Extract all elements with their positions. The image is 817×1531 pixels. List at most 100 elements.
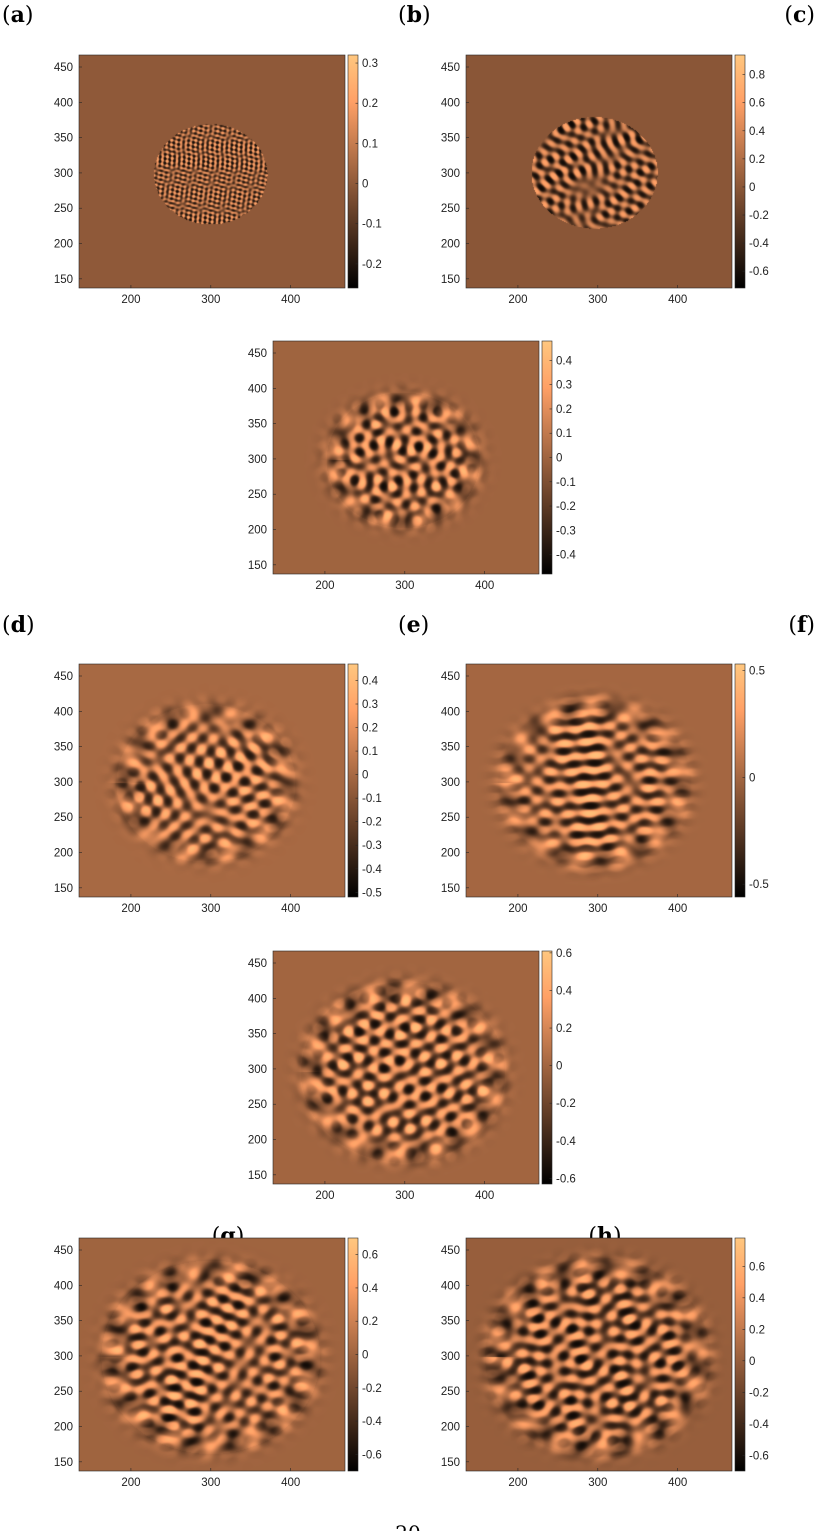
colorbar-tick-label: 0.3: [362, 699, 378, 711]
y-tick-label: 350: [248, 1029, 267, 1041]
panel-label: (b): [398, 2, 431, 28]
colorbar: [347, 663, 359, 898]
y-tick-label: 400: [248, 383, 267, 395]
colorbar-tick-label: -0.4: [362, 864, 382, 876]
colorbar-tick-label: -0.4: [749, 1419, 769, 1431]
panel-label: (d): [2, 612, 35, 638]
y-tick-label: 150: [248, 560, 267, 572]
colorbar-tick-label: 0: [749, 1356, 755, 1368]
colorbar-tick-label: 0.4: [556, 985, 573, 997]
x-tick-label: 200: [121, 903, 140, 915]
colorbar: [734, 54, 746, 289]
x-tick-label: 400: [475, 580, 494, 592]
colorbar-tick-label: 0.1: [362, 138, 378, 150]
x-tick-label: 200: [508, 294, 527, 306]
y-tick-label: 150: [54, 883, 73, 895]
y-tick-label: 300: [441, 777, 460, 789]
y-tick-label: 250: [54, 203, 73, 215]
plot-frame: [465, 54, 733, 289]
colorbar-tick-label: -0.2: [362, 1383, 382, 1395]
heatmap-image: [273, 341, 539, 574]
x-tick-label: 200: [508, 903, 527, 915]
y-tick-label: 250: [248, 1099, 267, 1111]
x-tick-label: 200: [121, 1477, 140, 1489]
colorbar-tick-label: -0.1: [362, 793, 382, 805]
y-tick-label: 400: [441, 97, 460, 109]
x-tick-label: 200: [508, 1477, 527, 1489]
colorbar-tick-label: 0.8: [749, 70, 765, 82]
colorbar-tick-label: 0.1: [362, 746, 378, 758]
colorbar-tick-label: 0.2: [749, 154, 765, 166]
panel-label: (a): [2, 2, 33, 28]
x-tick-label: 400: [475, 1190, 494, 1202]
colorbar: [541, 950, 553, 1185]
colorbar-tick-label: -0.3: [362, 840, 382, 852]
x-tick-label: 300: [395, 580, 414, 592]
y-tick-label: 250: [441, 812, 460, 824]
y-tick-label: 300: [248, 1064, 267, 1076]
plot-frame: [78, 663, 346, 898]
x-tick-label: 400: [281, 903, 300, 915]
y-tick-label: 450: [248, 958, 267, 970]
colorbar-tick-label: 0.2: [362, 723, 378, 735]
colorbar-tick-label: 0: [362, 770, 368, 782]
colorbar-tick-label: 0.2: [556, 1023, 572, 1035]
y-tick-label: 250: [54, 1386, 73, 1398]
colorbar-tick-label: -0.4: [556, 550, 576, 562]
colorbar-tick-label: -0.6: [749, 266, 769, 278]
x-tick-label: 400: [281, 294, 300, 306]
heatmap-image: [79, 664, 345, 897]
y-tick-label: 250: [441, 1386, 460, 1398]
x-tick-label: 400: [668, 1477, 687, 1489]
colorbar-tick-label: -0.5: [749, 879, 769, 891]
colorbar-tick-label: 0: [749, 772, 755, 784]
y-tick-label: 200: [441, 848, 460, 860]
colorbar-tick-label: 0.6: [749, 98, 765, 110]
colorbar-tick-label: -0.6: [556, 1173, 576, 1185]
panel-d: (d) 200 300 400 150 200 250 300 350 400 450 -0.5 -0.…: [2, 612, 382, 915]
y-tick-label: 250: [441, 203, 460, 215]
colorbar-tick-label: 0: [362, 179, 368, 191]
y-tick-label: 450: [54, 671, 73, 683]
panel-label: (e): [398, 612, 429, 638]
y-tick-label: 300: [54, 1351, 73, 1363]
heatmap-image: [466, 55, 732, 288]
y-tick-label: 450: [441, 671, 460, 683]
colorbar-tick-label: -0.2: [556, 1098, 576, 1110]
colorbar-tick-label: -0.4: [749, 238, 769, 250]
y-tick-label: 400: [54, 97, 73, 109]
y-tick-label: 150: [441, 883, 460, 895]
colorbar-tick-label: 0: [749, 182, 755, 194]
colorbar-tick-label: 0.6: [749, 1261, 765, 1273]
colorbar-tick-label: -0.6: [749, 1450, 769, 1462]
y-tick-label: 350: [441, 133, 460, 145]
panel-b: (b) 200 300 400 150 200 250 300 350 400 450 -0.6 -0.…: [398, 2, 769, 306]
colorbar-tick-label: 0.6: [556, 948, 572, 960]
panel-letter: e: [407, 612, 421, 638]
x-tick-label: 400: [281, 1477, 300, 1489]
colorbar-tick-label: 0.2: [362, 98, 378, 110]
heatmap-image: [79, 1238, 345, 1471]
colorbar-tick-label: 0: [362, 1350, 368, 1362]
y-tick-label: 200: [248, 525, 267, 537]
y-tick-label: 350: [248, 419, 267, 431]
colorbar-tick-label: 0.3: [362, 58, 378, 70]
colorbar-tick-label: 0.3: [556, 380, 572, 392]
x-tick-label: 300: [201, 294, 220, 306]
colorbar: [734, 1237, 746, 1472]
y-tick-label: 300: [441, 1351, 460, 1363]
plot-frame: [465, 663, 733, 898]
y-tick-label: 450: [54, 1245, 73, 1257]
y-tick-label: 300: [248, 454, 267, 466]
colorbar-tick-label: -0.2: [749, 1387, 769, 1399]
panel-letter: a: [11, 2, 25, 28]
panel-h: (h)200 300 400150200250300350400450-0.6-0.…: [441, 1223, 770, 1489]
y-tick-label: 200: [54, 1422, 73, 1434]
y-tick-label: 450: [248, 348, 267, 360]
x-tick-label: 400: [668, 294, 687, 306]
y-tick-label: 400: [54, 1280, 73, 1292]
y-tick-label: 150: [441, 1457, 460, 1469]
colorbar-tick-label: -0.2: [362, 817, 382, 829]
y-tick-label: 350: [441, 1316, 460, 1328]
plot-frame: [78, 54, 346, 289]
